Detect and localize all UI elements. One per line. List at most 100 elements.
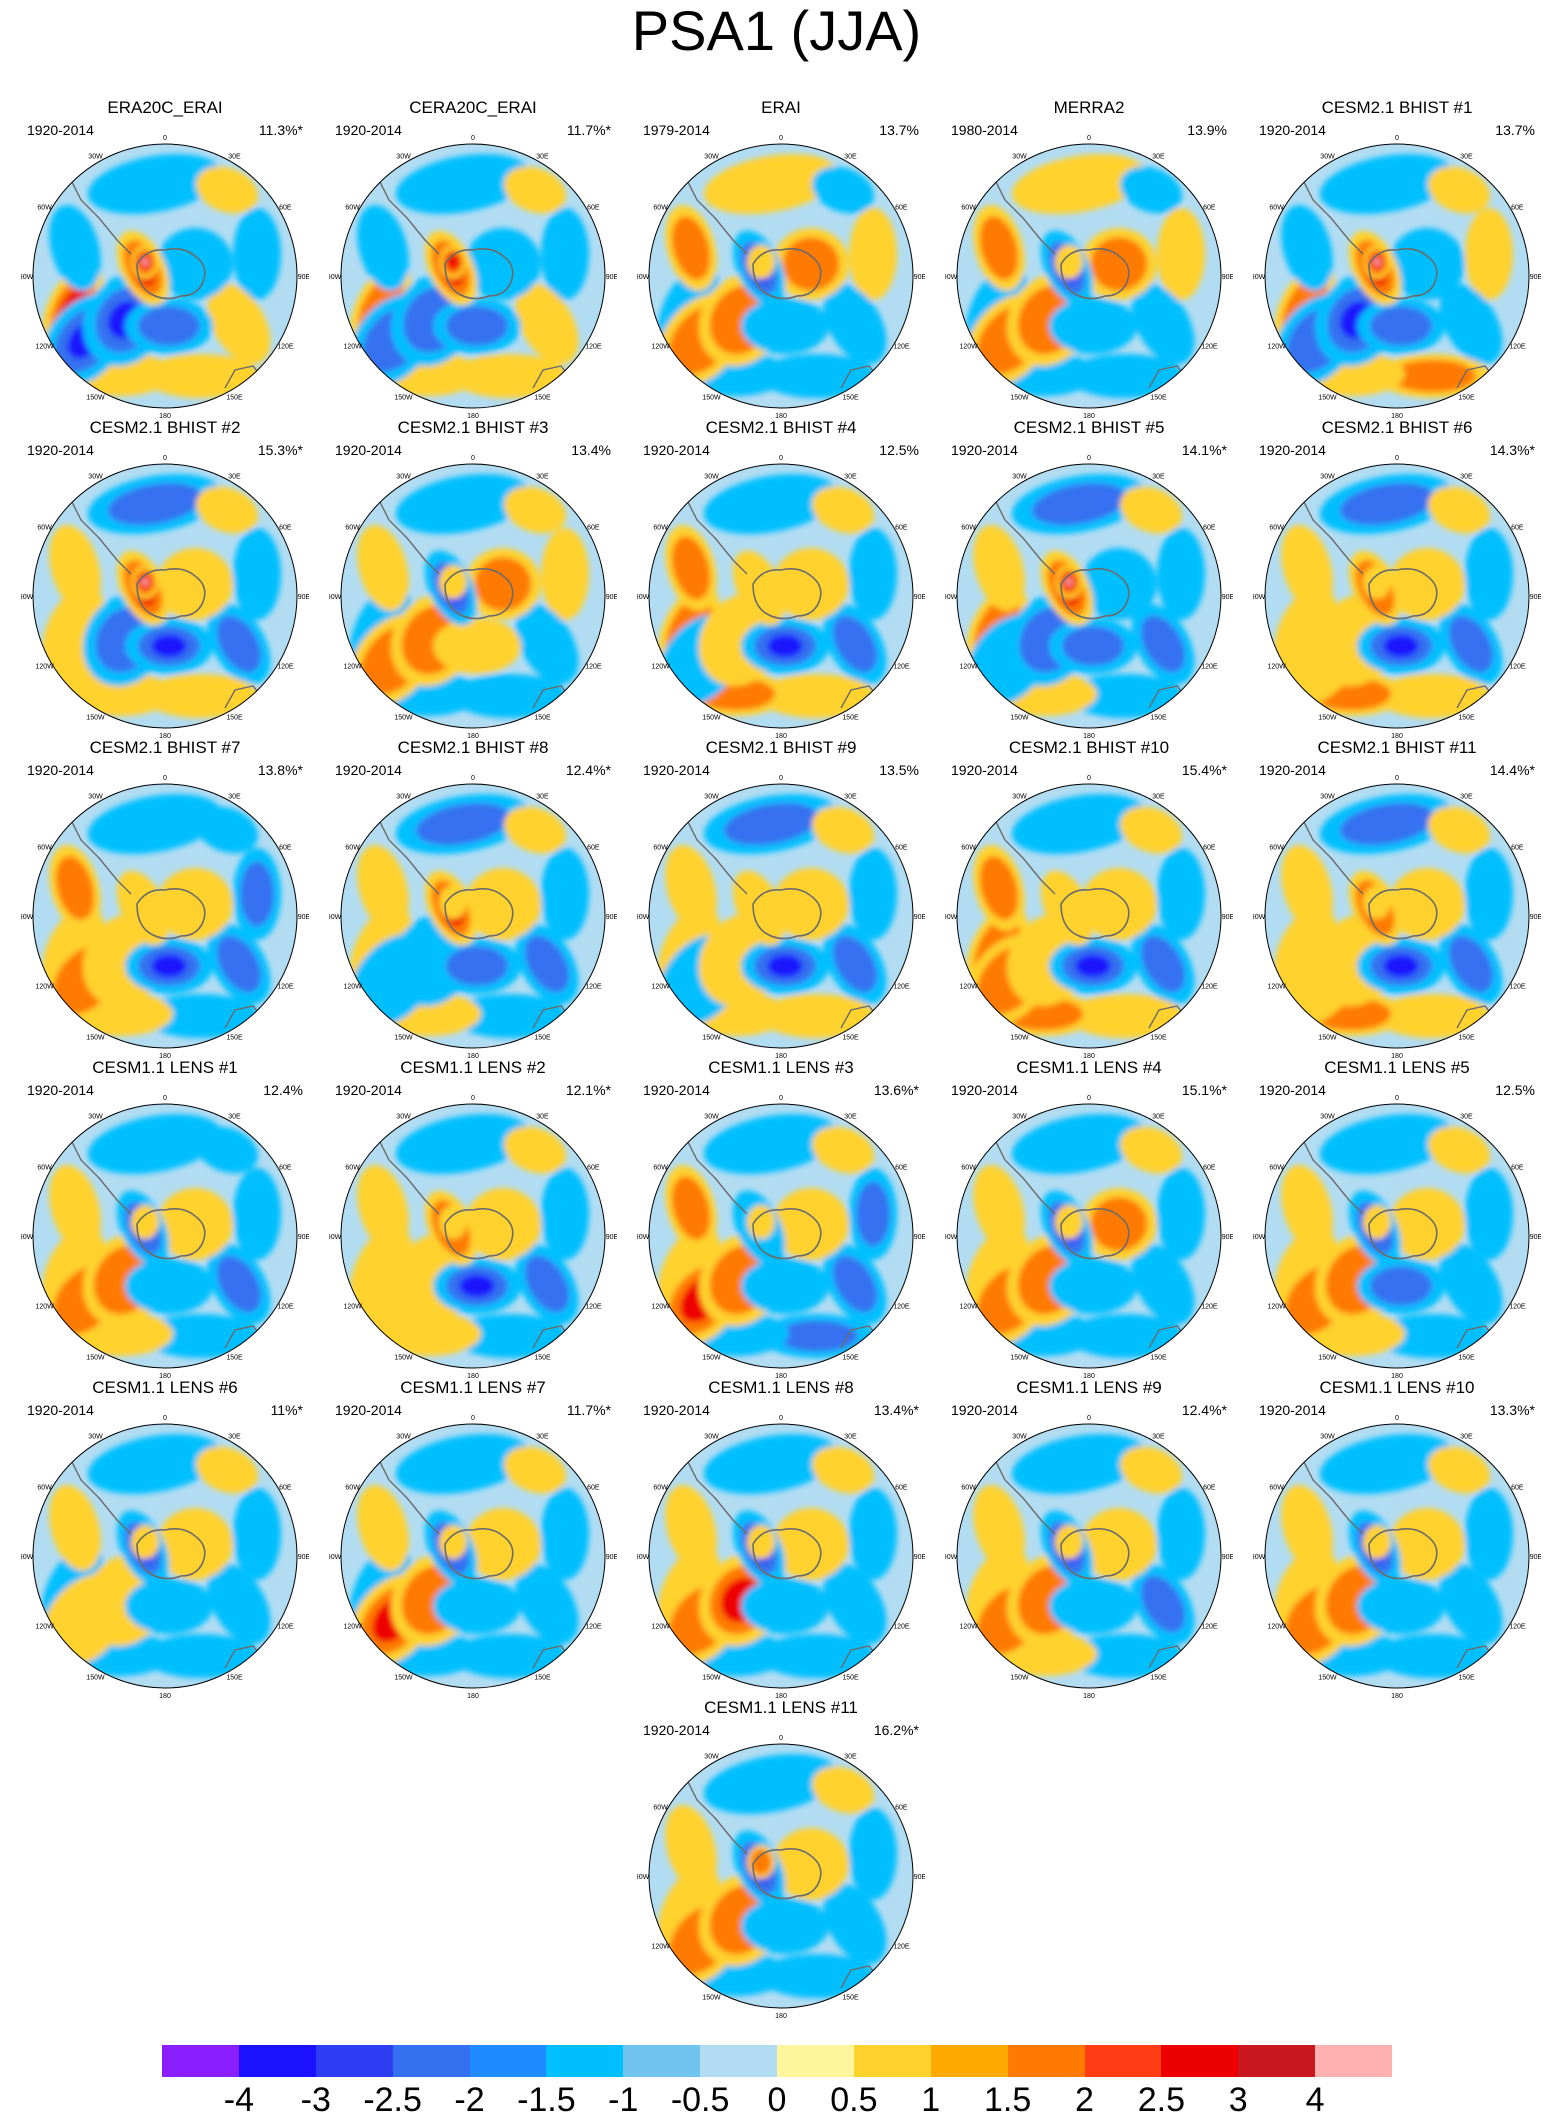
anomaly-contour (1319, 1434, 1455, 1494)
panel-period: 1920-2014 (1259, 122, 1326, 138)
longitude-label: 120W (959, 984, 978, 991)
anomaly-contour (1090, 1197, 1148, 1251)
longitude-label: 0 (471, 455, 475, 462)
longitude-label: 180 (775, 2013, 787, 2020)
colorbar-tick-label: 1 (921, 2081, 941, 2119)
south-america-coastline (682, 171, 748, 255)
anomaly-contour (759, 354, 875, 398)
longitude-label: 0 (1395, 455, 1399, 462)
longitude-label: 60E (587, 1485, 600, 1492)
anomaly-contour (1131, 283, 1195, 365)
panel-variance-percent: 15.1%* (1181, 1082, 1227, 1098)
longitude-label: 0 (779, 135, 783, 142)
longitude-label: 60E (587, 205, 600, 212)
colorbar-tick-label: -4 (223, 2081, 254, 2119)
longitude-label: 120W (651, 984, 670, 991)
panel-variance-percent: 12.4%* (1181, 1402, 1227, 1418)
longitude-label: 60E (587, 1165, 600, 1172)
anomaly-contour (741, 1578, 829, 1634)
longitude-label: 60E (1203, 525, 1216, 532)
longitude-label: 120E (277, 664, 294, 671)
map-panel: CERA20C_ERAI 1920-2014 11.7%* 0 30E 60E 90E 120… (323, 98, 623, 420)
anomaly-contour (504, 166, 566, 214)
panel-title: ERAI (761, 98, 801, 117)
anomaly-contour (832, 1255, 878, 1313)
anomaly-contour (395, 154, 531, 214)
anomaly-contour (812, 806, 874, 854)
south-america-coastline (66, 1131, 132, 1215)
panel-title: CESM2.1 BHIST #4 (705, 418, 857, 437)
anomaly-contour (157, 228, 233, 300)
longitude-label: 30E (1460, 1114, 1473, 1121)
antarctica-coastline (1060, 1528, 1130, 1580)
anomaly-contour (767, 634, 803, 658)
south-america-coastline (374, 1451, 440, 1535)
anomaly-contour (1120, 166, 1182, 214)
south-america-coastline (1298, 1131, 1364, 1215)
anomaly-contour (750, 1849, 772, 1875)
anomaly-contour (465, 868, 541, 940)
anomaly-contour (216, 935, 262, 993)
longitude-label: 60W (961, 845, 976, 852)
anomaly-contour (504, 486, 566, 534)
polar-stereographic-map: 0 30E 60E 90E 120E 150E 180 150W 120W 90W 60W 30W (1253, 1415, 1541, 1700)
longitude-label: 60W (345, 525, 360, 532)
longitude-label: 0 (163, 775, 167, 782)
longitude-label: 120E (1201, 984, 1218, 991)
anomaly-contour (1281, 1485, 1333, 1571)
panel-period: 1920-2014 (27, 1082, 94, 1098)
longitude-label: 90E (1530, 594, 1541, 601)
longitude-label: 150E (1458, 1674, 1475, 1681)
colorbar-segment (1161, 2045, 1239, 2077)
anomaly-contour (459, 1274, 495, 1298)
map-panel: CESM2.1 BHIST #4 1920-2014 12.5% 0 30E 60E 90E… (631, 418, 931, 740)
map-border (32, 1103, 298, 1369)
longitude-label: 120E (1509, 664, 1526, 671)
longitude-label: 150W (86, 1674, 105, 1681)
south-america-coastline (1298, 811, 1364, 895)
longitude-label: 60E (587, 845, 600, 852)
longitude-label: 60W (653, 1165, 668, 1172)
longitude-label: 60W (653, 845, 668, 852)
anomaly-contour (357, 1165, 409, 1251)
longitude-label: 60E (895, 1805, 908, 1812)
map-panel: CESM1.1 LENS #3 1920-2014 13.6%* 0 30E 60E 90E… (631, 1058, 931, 1380)
panel-variance-percent: 11.3%* (258, 122, 303, 138)
south-america-coastline (66, 171, 132, 255)
longitude-label: 120E (585, 1304, 602, 1311)
anomaly-contour (233, 1488, 281, 1580)
longitude-label: 0 (1087, 455, 1091, 462)
anomaly-contour (1465, 528, 1513, 620)
panel-variance-percent: 13.6%* (873, 1082, 919, 1098)
longitude-label: 120W (35, 1304, 54, 1311)
anomaly-contour (465, 228, 541, 300)
panel-title: CESM2.1 BHIST #6 (1321, 418, 1473, 437)
longitude-label: 90W (21, 594, 34, 601)
longitude-label: 90W (637, 1874, 650, 1881)
longitude-label: 60E (279, 845, 292, 852)
longitude-label: 150W (86, 1354, 105, 1361)
anomaly-contour (1157, 1168, 1205, 1260)
anomaly-contour (812, 1766, 874, 1814)
anomaly-contour (1157, 848, 1205, 940)
colorbar-segment (853, 2045, 931, 2077)
longitude-label: 0 (163, 135, 167, 142)
anomaly-contour (541, 1488, 589, 1580)
figure-title: PSA1 (JJA) (631, 0, 922, 62)
longitude-label: 90E (1222, 1554, 1233, 1561)
antarctica-coastline (444, 1528, 514, 1580)
colorbar-segment (546, 2045, 624, 2077)
longitude-label: 0 (779, 775, 783, 782)
longitude-label: 150E (842, 1994, 859, 2001)
longitude-label: 120E (1201, 344, 1218, 351)
anomaly-contour (1370, 1266, 1432, 1306)
panel-variance-percent: 12.5% (879, 442, 919, 458)
colorbar-tick-label: -2 (454, 2081, 485, 2119)
panel-period: 1920-2014 (951, 1402, 1018, 1418)
longitude-label: 30W (704, 794, 719, 801)
longitude-label: 30W (1012, 1114, 1027, 1121)
longitude-label: 120W (651, 1944, 670, 1951)
longitude-label: 30W (704, 474, 719, 481)
longitude-label: 60W (345, 1485, 360, 1492)
colorbar-segment (930, 2045, 1008, 2077)
